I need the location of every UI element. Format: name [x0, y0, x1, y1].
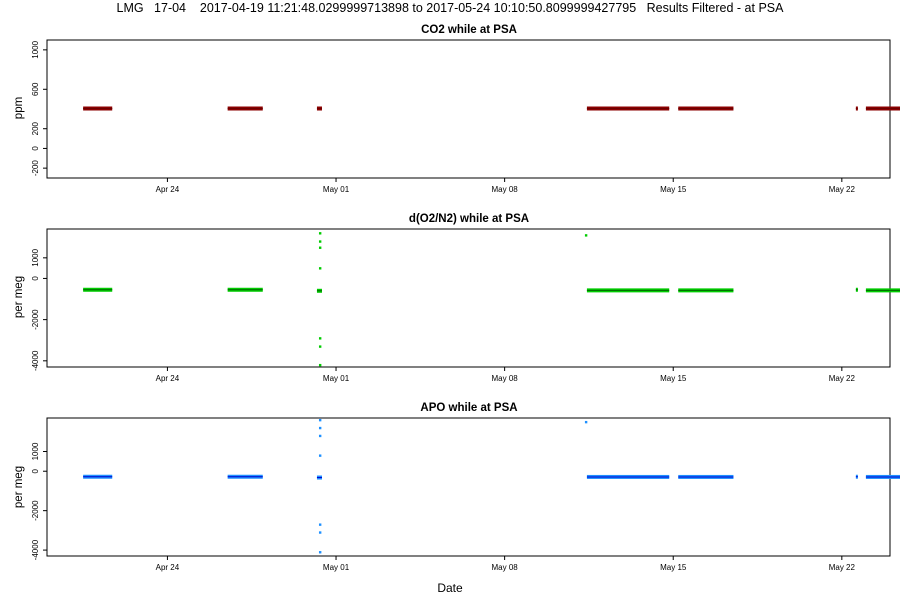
- x-tick-label-co2: May 08: [492, 185, 519, 194]
- y-axis-label-co2: ppm: [13, 97, 25, 119]
- y-tick-label-co2: 1000: [31, 40, 40, 58]
- data-point-do2n2: [318, 337, 322, 340]
- y-tick-label-do2n2: 0: [31, 276, 40, 281]
- x-axis-title: Date: [437, 581, 463, 595]
- data-point-do2n2: [318, 267, 322, 270]
- y-axis-label-apo: per meg: [13, 466, 25, 508]
- x-tick-label-co2: May 22: [829, 185, 856, 194]
- y-tick-label-apo: -2000: [31, 500, 40, 521]
- x-tick-label-do2n2: May 15: [660, 374, 687, 383]
- data-point-apo: [318, 523, 322, 526]
- chart-panel-do2n2: d(O2/N2) while at PSA per meg Apr 24 May …: [13, 213, 900, 383]
- x-tick-label-apo: May 01: [323, 563, 350, 572]
- data-point-do2n2: [584, 234, 588, 237]
- data-point-do2n2: [318, 363, 322, 367]
- y-tick-label-do2n2: -4000: [31, 350, 40, 371]
- y-tick-label-do2n2: 1000: [31, 248, 40, 266]
- chart-panel-co2: CO2 while at PSA ppm Apr 24 May 01 May 08 M…: [13, 24, 900, 194]
- data-point-do2n2: [318, 232, 322, 235]
- x-tick-label-co2: May 15: [660, 185, 687, 194]
- data-point-do2n2: [318, 246, 322, 249]
- x-tick-label-apo: May 22: [829, 563, 856, 572]
- data-point-apo: [318, 531, 322, 534]
- chart-panel-apo: APO while at PSA per meg Apr 24 May 01 May…: [13, 402, 900, 572]
- data-point-apo: [318, 434, 322, 438]
- panel-title-apo: APO while at PSA: [420, 402, 517, 414]
- x-tick-label-do2n2: Apr 24: [156, 374, 180, 383]
- data-point-apo: [318, 551, 322, 554]
- y-tick-label-do2n2: -2000: [31, 309, 40, 330]
- x-tick-label-do2n2: May 22: [829, 374, 856, 383]
- panel-title-co2: CO2 while at PSA: [421, 24, 517, 36]
- x-tick-label-co2: May 01: [323, 185, 350, 194]
- x-tick-label-co2: Apr 24: [156, 185, 180, 194]
- data-point-apo: [318, 454, 322, 457]
- x-tick-label-apo: May 08: [492, 563, 519, 572]
- panel-title-do2n2: d(O2/N2) while at PSA: [409, 213, 529, 225]
- plot-frame-apo: [46, 417, 891, 557]
- x-tick-label-apo: May 15: [660, 563, 687, 572]
- x-tick-label-apo: Apr 24: [156, 563, 180, 572]
- y-tick-label-co2: 600: [31, 82, 40, 96]
- x-tick-label-do2n2: May 01: [323, 374, 350, 383]
- y-tick-label-co2: 200: [31, 121, 40, 135]
- data-point-do2n2: [318, 240, 322, 243]
- data-point-do2n2: [318, 345, 322, 348]
- data-point-apo: [318, 426, 322, 430]
- y-tick-label-apo: -4000: [31, 539, 40, 560]
- data-point-apo: [584, 420, 588, 424]
- y-tick-label-co2: -200: [31, 160, 40, 177]
- y-tick-label-co2: 0: [31, 146, 40, 151]
- y-axis-label-do2n2: per meg: [13, 276, 25, 318]
- plot-frame-do2n2: [46, 228, 891, 368]
- y-tick-label-apo: 1000: [31, 442, 40, 460]
- plot-frame-co2: [46, 39, 891, 179]
- y-tick-label-apo: 0: [31, 468, 40, 473]
- data-point-apo: [318, 418, 322, 422]
- figure-title: LMG 17-04 2017-04-19 11:21:48.0299999713…: [116, 1, 784, 15]
- x-tick-label-do2n2: May 08: [492, 374, 519, 383]
